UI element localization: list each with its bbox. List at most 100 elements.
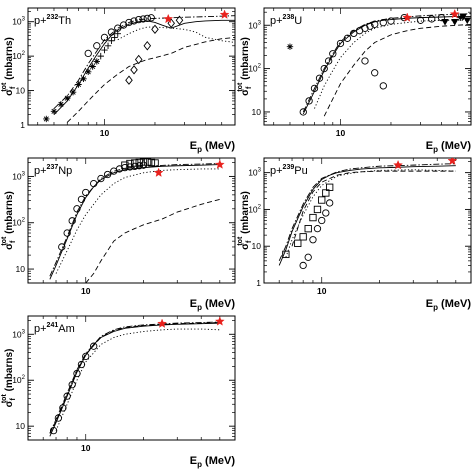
star-marker [402, 12, 413, 22]
circle-marker [114, 24, 122, 32]
star-marker [447, 158, 458, 165]
circle-marker [103, 170, 112, 179]
x-tick-label: 10 [336, 128, 346, 138]
circle-marker [343, 34, 352, 42]
markers [286, 9, 471, 116]
y-axis-label: σftot (mbarns) [1, 37, 17, 96]
dashdot-curve [278, 163, 456, 262]
dashdot-curve [49, 321, 220, 434]
tri-down-marker [463, 17, 471, 25]
y-tick-label: 10 [252, 241, 262, 251]
circle-marker [310, 84, 319, 93]
x-axis-label: Ep (MeV) [190, 298, 236, 312]
plot-frame [27, 157, 236, 284]
circle-marker [93, 42, 101, 50]
plus-marker [104, 42, 112, 49]
circle-marker [59, 404, 67, 412]
circle-marker [437, 13, 446, 22]
asterisk-marker [75, 81, 82, 88]
minor-ticks [264, 158, 471, 283]
circle-marker [309, 236, 317, 244]
plus-marker [101, 46, 108, 54]
diamond-marker [125, 75, 133, 85]
x-axis-label: Ep (MeV) [190, 140, 236, 154]
circle-marker [135, 15, 143, 24]
panel-title: p+238U [270, 14, 302, 27]
diamond-marker [175, 15, 184, 25]
asterisk-marker [89, 63, 96, 70]
square-marker [299, 233, 307, 241]
star-marker [157, 318, 167, 328]
circle-marker [143, 14, 151, 23]
circle-marker [54, 414, 63, 422]
panel-p-232th: 1 10 102 103 10 p+232Th σftot (mbarns) Ep (MeV) [1, 7, 236, 154]
solid-curve [49, 322, 220, 437]
circle-marker [371, 69, 379, 77]
asterisk-marker [50, 108, 58, 115]
y-axis-label: σftot (mbarns) [237, 191, 253, 250]
circle-marker [115, 165, 124, 173]
solid-curve [53, 19, 235, 115]
circle-marker [299, 108, 307, 116]
plus-marker [97, 52, 104, 60]
y-tick-label: 10 [16, 264, 26, 274]
y-tick-label: 10 [16, 421, 26, 431]
y-tick-label: 102 [12, 51, 25, 61]
y-tick-label: 1 [256, 278, 261, 288]
dashdot-curve [53, 15, 235, 109]
y-axis-label: σftot (mbarns) [1, 191, 17, 250]
circle-marker [147, 14, 155, 22]
dashed-curve [323, 23, 471, 117]
circle-marker [336, 39, 345, 48]
circle-marker [82, 352, 90, 361]
circle-marker [371, 20, 379, 28]
asterisk-marker [43, 115, 50, 123]
star-marker [219, 9, 230, 19]
square-marker [121, 161, 129, 169]
dotted-curve [55, 168, 220, 274]
circle-marker [350, 29, 358, 38]
tri-down-marker [459, 13, 468, 21]
asterisk-marker [57, 101, 65, 108]
circle-marker [125, 18, 133, 27]
circle-marker [305, 97, 313, 105]
circle-marker [49, 426, 58, 435]
circle-marker [90, 342, 98, 350]
tri-down-marker [451, 18, 459, 26]
circle-marker [379, 82, 387, 90]
minor-ticks [28, 158, 235, 283]
dashed-curve [85, 198, 220, 283]
curves [49, 321, 220, 437]
asterisk-marker [286, 43, 294, 50]
square-marker [326, 183, 334, 191]
diamond-marker [134, 54, 143, 65]
x-axis-label: Ep (MeV) [190, 455, 236, 469]
circle-marker [379, 18, 387, 27]
panel-title: p+232Th [34, 14, 71, 27]
star-marker [153, 167, 164, 177]
square-marker [147, 158, 156, 167]
asterisk-marker [93, 58, 101, 65]
circle-marker [97, 174, 105, 183]
dashed-curve [49, 322, 220, 434]
diamond-marker [151, 24, 159, 35]
curves [53, 15, 235, 123]
circle-marker [315, 74, 324, 82]
square-marker [282, 250, 290, 259]
panel-p-239pu: 1 10 102 103 10 p+239Pu σftot (mbarns) Ep (MeV) [237, 157, 472, 312]
dashed-curve [66, 36, 235, 123]
markers [58, 158, 225, 251]
square-marker [318, 196, 326, 204]
square-marker [126, 159, 134, 168]
solid-curve [302, 15, 471, 115]
x-tick-label: 10 [100, 128, 110, 138]
asterisk-marker [457, 14, 464, 21]
square-marker [294, 239, 302, 247]
circle-marker [77, 195, 86, 203]
square-marker [304, 225, 312, 233]
diamond-marker [130, 65, 138, 75]
star-marker [393, 159, 403, 170]
plus-marker [108, 37, 115, 44]
y-tick-label: 103 [248, 20, 261, 30]
